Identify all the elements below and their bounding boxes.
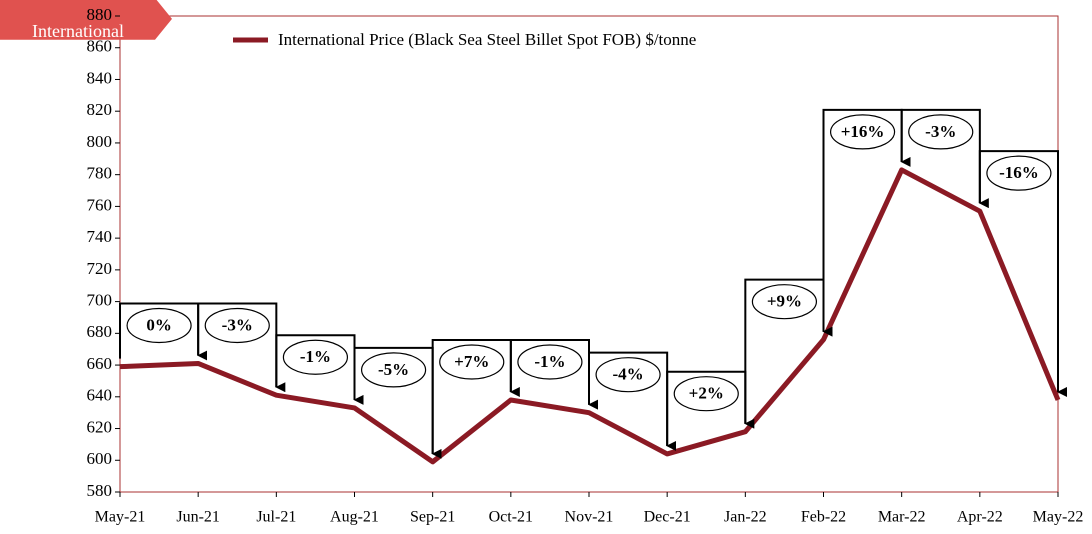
x-tick-label: Dec-21 — [644, 509, 691, 526]
x-tick-label: Jul-21 — [256, 509, 296, 526]
annotation-label: -1% — [300, 347, 331, 366]
annotation-label: -4% — [612, 365, 643, 384]
annotation-label: +2% — [689, 384, 724, 403]
plot-frame — [119, 15, 1059, 493]
annotation-label: +16% — [841, 122, 885, 141]
change-annotation: +9% — [744, 278, 833, 424]
change-annotation: -1% — [509, 338, 598, 410]
x-tick-label: May-22 — [1033, 509, 1084, 526]
y-tick-label: 640 — [87, 386, 113, 405]
y-tick-label: 800 — [87, 132, 113, 151]
tag: International — [0, 0, 172, 41]
annotation-label: +7% — [454, 352, 489, 371]
y-tick-label: 700 — [87, 291, 113, 310]
y-tick-label: 840 — [87, 68, 113, 87]
annotation-label: -16% — [999, 163, 1039, 182]
annotation-bubble — [986, 155, 1052, 191]
series-line — [119, 167, 1061, 465]
annotation-label: 0% — [146, 315, 172, 334]
annotation-label: -5% — [378, 360, 409, 379]
x-tick-label: Nov-21 — [565, 509, 614, 526]
annotation-label: -1% — [534, 352, 565, 371]
y-tick-label: 780 — [87, 164, 113, 183]
change-annotation: +7% — [431, 338, 520, 454]
y-tick-label: 760 — [87, 195, 113, 214]
x-tick-label: Oct-21 — [489, 509, 533, 526]
x-tick-label: Apr-22 — [957, 509, 1003, 526]
change-annotation: -3% — [197, 302, 286, 393]
change-annotation: -5% — [353, 346, 442, 459]
change-annotation: -1% — [275, 334, 364, 405]
x-tick-label: Sep-21 — [410, 509, 455, 526]
annotation-bubble — [908, 114, 974, 150]
x-tick-label: Jan-22 — [724, 509, 767, 526]
annotation-bubble — [126, 307, 192, 344]
x-tick-label: Aug-21 — [330, 509, 379, 526]
change-annotation: -16% — [978, 150, 1067, 397]
annotation-bubble — [673, 376, 739, 412]
annotation-bubble — [517, 344, 583, 380]
annotation-label: -3% — [925, 122, 956, 141]
annotation-bracket — [978, 150, 1067, 397]
x-tick-label: Jun-21 — [176, 509, 220, 526]
x-tick-label: Mar-22 — [878, 509, 926, 526]
y-tick-label: 860 — [87, 37, 113, 56]
annotation-bubble — [360, 352, 427, 388]
annotation-bubble — [439, 344, 505, 380]
annotation-label: +9% — [767, 292, 802, 311]
change-annotation: +16% — [822, 108, 911, 332]
x-tick-label: May-21 — [95, 509, 146, 526]
legend-label: International Price (Black Sea Steel Bil… — [278, 30, 696, 49]
y-tick-label: 600 — [87, 449, 113, 468]
y-tick-label: 620 — [87, 417, 113, 436]
y-tick-label: 720 — [87, 259, 113, 278]
annotation-label: -3% — [222, 315, 253, 334]
annotation-bubble — [204, 307, 270, 344]
annotation-bubble — [282, 339, 349, 375]
y-tick-label: 880 — [87, 5, 113, 24]
tag-label: International — [32, 21, 124, 41]
y-tick-label: 680 — [87, 322, 113, 341]
y-tick-label: 660 — [87, 354, 113, 373]
x-tick-label: Feb-22 — [801, 509, 846, 526]
annotation-bubble — [595, 357, 661, 393]
y-tick-label: 580 — [87, 481, 113, 500]
annotation-bubble — [829, 114, 896, 150]
y-tick-label: 740 — [87, 227, 113, 246]
annotation-bubble — [751, 284, 818, 320]
change-annotation: -3% — [900, 108, 989, 209]
change-annotation: 0% — [119, 302, 208, 361]
y-tick-label: 820 — [87, 100, 113, 119]
